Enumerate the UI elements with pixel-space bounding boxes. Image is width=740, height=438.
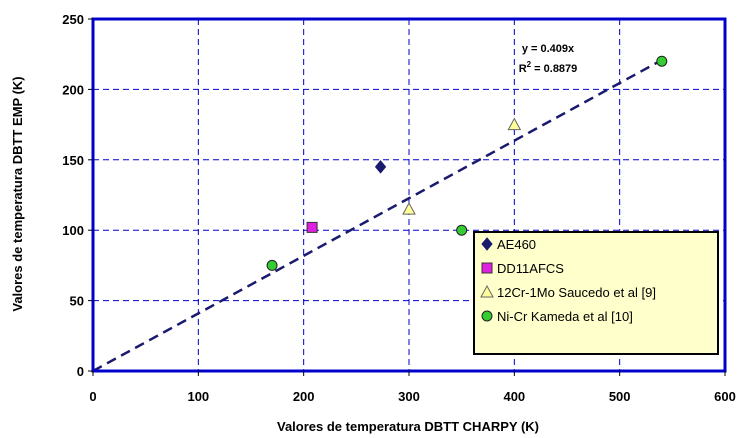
legend-label: AE460 [497,237,536,252]
x-tick-label: 100 [187,389,209,404]
legend-marker [481,310,493,322]
legend-label: Ni-Cr Kameda et al [10] [497,309,633,324]
x-tick-label: 300 [398,389,420,404]
trendline-r2: R2 = 0.8879 [519,60,578,75]
trendline [92,58,663,373]
r2-superscript: 2 [527,60,532,69]
x-tick-label: 600 [714,389,736,404]
y-tick-label: 150 [62,153,84,168]
legend-items: AE460 DD11AFCS 12Cr-1Mo Saucedo et al [9] N… [480,237,656,324]
y-tick-label: 200 [62,82,84,97]
legend-label: DD11AFCS [497,261,564,276]
legend-marker [481,237,493,251]
data-point [507,117,522,131]
x-tick-label: 0 [89,389,96,404]
tick-labels: 0 100 200 300 400 500 600 0 50 100 150 200 250 [62,12,736,404]
y-tick-label: 100 [62,223,84,238]
y-axis-title: Valores de temperatura DBTT EMP (K) [10,76,25,311]
trendline-equation: y = 0.409x [522,43,575,55]
data-point [456,224,468,236]
x-tick-label: 500 [609,389,631,404]
r2-prefix: R [519,63,527,75]
legend-marker [481,262,493,274]
data-point [656,55,668,67]
y-tick-label: 50 [70,294,84,309]
y-tick-label: 0 [77,364,84,379]
data-point [266,259,278,271]
data-points [266,55,668,271]
x-axis-title: Valores de temperatura DBTT CHARPY (K) [277,419,539,434]
legend-label: 12Cr-1Mo Saucedo et al [9] [497,285,656,300]
x-tick-label: 400 [503,389,525,404]
r2-value: = 0.8879 [531,63,577,75]
trendline-layer [92,58,663,373]
x-tick-label: 200 [293,389,315,404]
data-point [402,202,416,215]
legend-box [473,231,719,355]
y-tick-label: 250 [62,12,84,27]
legend-marker [480,284,494,298]
data-point [306,221,318,233]
legend: AE460 DD11AFCS 12Cr-1Mo Saucedo et al [9] N… [473,231,719,355]
data-point [374,160,387,174]
